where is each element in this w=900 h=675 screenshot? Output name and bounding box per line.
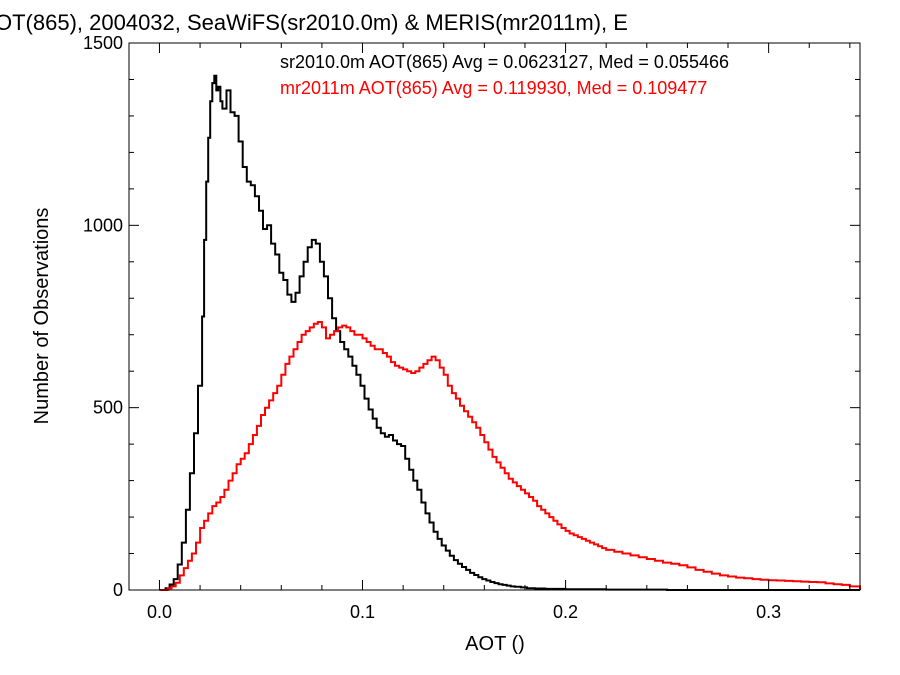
series-line-1: [159, 321, 861, 591]
x-tick-label: 0.1: [350, 602, 375, 622]
x-tick-label: 0.2: [553, 602, 578, 622]
x-tick-label: 0.0: [147, 602, 172, 622]
annotation-black-stats: sr2010.0m AOT(865) Avg = 0.0623127, Med …: [280, 52, 729, 72]
plot-frame: [128, 42, 861, 591]
series-line-0: [159, 74, 860, 591]
y-tick-label: 1500: [83, 33, 123, 53]
axes: 0.0 0.1 0.2 0.3 0 500 1000 1500: [83, 33, 861, 622]
y-tick-label: 1000: [83, 215, 123, 235]
y-tick-label: 0: [113, 580, 123, 600]
x-tick-label: 0.3: [756, 602, 781, 622]
x-axis-label: AOT (): [465, 633, 525, 655]
plot-area: [159, 74, 861, 591]
y-tick-label: 500: [93, 398, 123, 418]
annotation-red-stats: mr2011m AOT(865) Avg = 0.119930, Med = 0…: [280, 78, 707, 98]
chart-title: OT(865), 2004032, SeaWiFS(sr2010.0m) & M…: [0, 10, 628, 35]
y-axis-label: Number of Observations: [31, 208, 53, 425]
